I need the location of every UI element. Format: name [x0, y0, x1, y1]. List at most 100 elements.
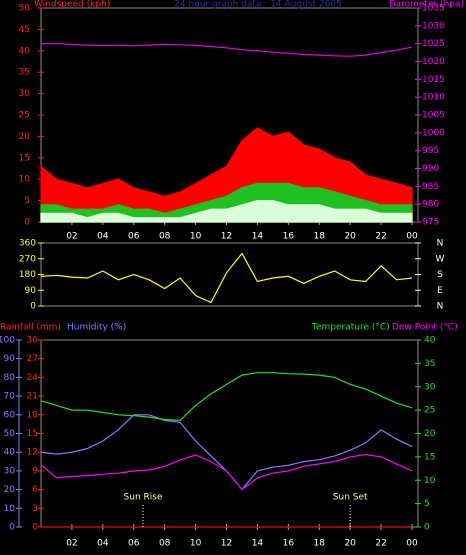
- y-tick-label: 30: [424, 382, 436, 392]
- y-tick-label: 18: [27, 410, 39, 420]
- y-tick-label: N: [437, 239, 444, 249]
- x-tick-label: 10: [190, 232, 202, 242]
- x-tick-label: 06: [128, 539, 140, 549]
- y-tick-label: 10: [424, 476, 436, 486]
- y-tick-label: 0: [24, 218, 30, 228]
- y-tick-label: 975: [422, 218, 439, 228]
- y-tick-label: 90: [4, 354, 16, 364]
- y-tick-label: 0: [424, 523, 430, 533]
- y-tick-label: 80: [4, 373, 16, 383]
- x-tick-label: 16: [283, 539, 295, 549]
- y-tick-label: 30: [4, 466, 16, 476]
- y-tick-label: 40: [4, 448, 16, 458]
- x-tick-label: 00: [406, 232, 418, 242]
- y-tick-label: 21: [27, 392, 38, 402]
- y-tick-label: 100: [0, 336, 15, 346]
- y-tick-label: N: [437, 302, 444, 312]
- y-tick-label: 15: [424, 452, 435, 462]
- y-tick-label: 5: [24, 196, 30, 206]
- x-tick-label: 02: [66, 232, 77, 242]
- x-tick-label: 12: [221, 232, 232, 242]
- plot-frame: [40, 242, 419, 307]
- y-tick-label: 9: [32, 466, 38, 476]
- y-tick-label: 1000: [422, 128, 445, 138]
- x-tick-label: 08: [159, 232, 171, 242]
- axis-title: Humidity (%): [67, 323, 126, 333]
- y-tick-label: 20: [4, 485, 16, 495]
- y-tick-label: 3: [32, 504, 38, 514]
- y-tick-label: 25: [424, 406, 435, 416]
- y-tick-label: 1030: [422, 21, 445, 31]
- y-tick-label: 30: [19, 89, 31, 99]
- y-tick-label: 12: [27, 448, 38, 458]
- area: [40, 200, 413, 223]
- line: [40, 252, 413, 304]
- y-tick-label: 20: [19, 132, 31, 142]
- y-tick-label: 35: [19, 68, 30, 78]
- y-tick-label: 985: [422, 182, 439, 192]
- y-tick-label: 40: [19, 46, 31, 56]
- y-tick-label: 0: [32, 523, 38, 533]
- y-tick-label: 24: [27, 373, 39, 383]
- x-tick-label: 14: [252, 232, 264, 242]
- x-tick-label: 00: [406, 539, 418, 549]
- line: [41, 43, 413, 57]
- y-tick-label: E: [437, 286, 443, 296]
- y-tick-label: 5: [424, 499, 430, 509]
- x-tick-label: 20: [344, 232, 356, 242]
- y-tick-label: 995: [422, 146, 439, 156]
- y-tick-label: 20: [424, 429, 436, 439]
- line: [40, 414, 413, 491]
- y-tick-label: 270: [19, 254, 36, 264]
- x-tick-label: 16: [283, 232, 295, 242]
- y-tick-label: 40: [424, 336, 436, 346]
- x-tick-label: 04: [97, 539, 109, 549]
- y-tick-label: 10: [4, 504, 16, 514]
- y-tick-label: 50: [4, 429, 16, 439]
- chart-title: 24 hour graph data : 14 August 2005: [174, 0, 342, 10]
- x-tick-label: 02: [66, 539, 77, 549]
- x-tick-label: 04: [97, 232, 109, 242]
- y-tick-label: 0: [30, 302, 36, 312]
- y-tick-label: 15: [19, 153, 30, 163]
- y-tick-label: 0: [9, 523, 15, 533]
- y-tick-label: 6: [32, 485, 38, 495]
- y-tick-label: 25: [19, 111, 30, 121]
- y-tick-label: 1005: [422, 111, 445, 121]
- y-tick-label: 70: [4, 392, 16, 402]
- y-tick-label: 1015: [422, 75, 445, 85]
- x-tick-label: 18: [314, 232, 326, 242]
- y-tick-label: W: [436, 254, 445, 264]
- x-tick-label: 12: [221, 539, 232, 549]
- y-tick-label: 90: [25, 286, 37, 296]
- y-tick-label: 1010: [422, 93, 445, 103]
- y-tick-label: 15: [27, 429, 38, 439]
- y-tick-label: 60: [4, 410, 16, 420]
- x-tick-label: 14: [252, 539, 264, 549]
- axis-title: Rainfall (mm): [0, 323, 61, 333]
- y-tick-label: 45: [19, 25, 30, 35]
- y-tick-label: S: [437, 270, 443, 280]
- y-tick-label: 27: [27, 354, 38, 364]
- x-tick-label: 18: [314, 539, 326, 549]
- axis-title: Windspeed (kph): [34, 0, 110, 10]
- y-tick-label: 1035: [422, 4, 445, 14]
- y-tick-label: 360: [19, 239, 36, 249]
- y-tick-label: 10: [19, 175, 31, 185]
- x-tick-label: 22: [375, 232, 386, 242]
- y-tick-label: 980: [422, 200, 439, 210]
- axis-title: Temperature (°C): [311, 323, 390, 333]
- line: [40, 372, 413, 422]
- x-tick-label: 10: [190, 539, 202, 549]
- y-tick-label: 180: [19, 270, 36, 280]
- y-tick-label: 1020: [422, 57, 445, 67]
- x-tick-label: 22: [375, 539, 386, 549]
- y-tick-label: 30: [27, 336, 39, 346]
- y-tick-label: 990: [422, 164, 439, 174]
- y-tick-label: 35: [424, 359, 435, 369]
- x-tick-label: 08: [159, 539, 171, 549]
- x-tick-label: 06: [128, 232, 140, 242]
- annotation: Sun Rise: [124, 493, 163, 503]
